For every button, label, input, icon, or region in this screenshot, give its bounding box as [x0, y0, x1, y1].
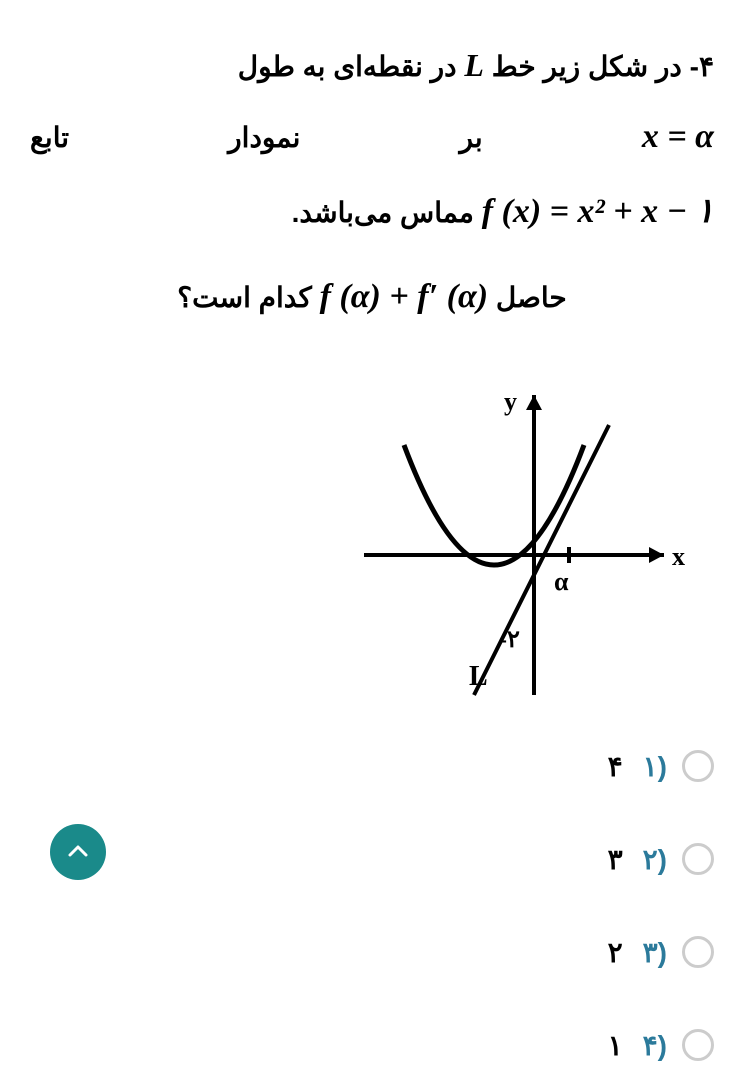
- radio-1[interactable]: [682, 750, 714, 782]
- option-4-number: ۴): [643, 1029, 667, 1062]
- q-L: L: [464, 47, 484, 83]
- radio-3[interactable]: [682, 936, 714, 968]
- options-list: ۴ ۱) ۳ ۲) ۲ ۳) ۱ ۴): [30, 750, 714, 1062]
- tangent-line: [474, 425, 609, 695]
- radio-4[interactable]: [682, 1029, 714, 1061]
- q-text-7: حاصل: [496, 282, 567, 313]
- q-text-3: بر: [459, 107, 482, 169]
- question-line3: f (x) = x² + x − ۱ مماس می‌باشد.: [30, 175, 714, 250]
- option-2-value: ۳: [608, 843, 623, 876]
- option-1[interactable]: ۴ ۱): [80, 750, 714, 783]
- option-1-number: ۱): [643, 750, 667, 783]
- q-text-8: کدام است؟: [177, 282, 312, 313]
- question-text: ۴- در شکل زیر خط L در نقطه‌ای به طول x =…: [30, 30, 714, 335]
- q-text-5: تابع: [30, 107, 69, 169]
- graph-container: y x α -۲ L: [30, 365, 694, 710]
- parabola-curve: [404, 445, 584, 565]
- question-line4: حاصل f (α) + f′ (α) کدام است؟: [30, 260, 714, 335]
- option-3[interactable]: ۲ ۳): [80, 936, 714, 969]
- radio-2[interactable]: [682, 843, 714, 875]
- option-4[interactable]: ۱ ۴): [80, 1029, 714, 1062]
- L-label: L: [469, 661, 488, 692]
- option-3-value: ۲: [608, 936, 623, 969]
- option-3-number: ۳): [643, 936, 667, 969]
- y-label: y: [504, 387, 517, 416]
- question-line1: ۴- در شکل زیر خط L در نقطه‌ای به طول: [30, 30, 714, 100]
- y-arrow: [526, 395, 542, 410]
- question-line2: x = α بر نمودار تابع: [30, 100, 714, 175]
- scroll-top-button[interactable]: [50, 824, 106, 880]
- minus2-label: -۲: [499, 627, 520, 653]
- q-eq-fa: f (α) + f′ (α): [320, 278, 489, 315]
- q-text-1: در شکل زیر خط: [492, 51, 682, 82]
- option-2[interactable]: ۳ ۲): [80, 843, 714, 876]
- alpha-label: α: [554, 567, 569, 596]
- x-label: x: [672, 542, 685, 571]
- q-text-2: در نقطه‌ای به طول: [238, 51, 457, 82]
- option-2-number: ۲): [643, 843, 667, 876]
- x-arrow: [649, 547, 664, 563]
- chevron-up-icon: [66, 840, 90, 864]
- graph-svg: y x α -۲ L: [354, 365, 694, 705]
- q-eq-fx: f (x) = x² + x − ۱: [482, 193, 714, 230]
- option-1-value: ۴: [608, 750, 623, 783]
- q-eq-xa: x = α: [642, 100, 714, 175]
- q-text-6: مماس می‌باشد.: [292, 197, 474, 228]
- q-text-4: نمودار: [228, 107, 300, 169]
- question-number: ۴-: [690, 51, 714, 82]
- option-4-value: ۱: [608, 1029, 623, 1062]
